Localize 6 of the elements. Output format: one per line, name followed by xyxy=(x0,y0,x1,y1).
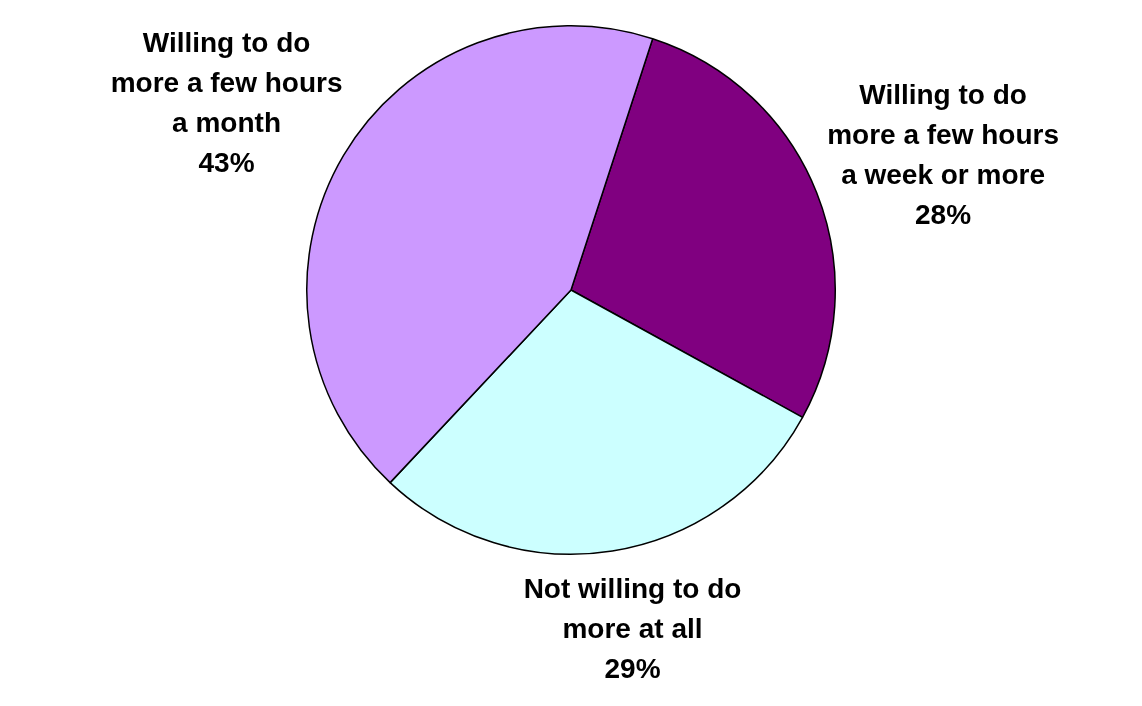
slice-label: Willing to do more a few hours a week or more xyxy=(827,78,1059,190)
data-label: 28% xyxy=(915,198,972,230)
slice-label: Willing to do more a few hours a month xyxy=(110,27,343,139)
data-label: 43% xyxy=(198,147,255,179)
data-label: 29% xyxy=(604,652,661,684)
slice-label: Not willing to do more at all xyxy=(523,572,742,644)
